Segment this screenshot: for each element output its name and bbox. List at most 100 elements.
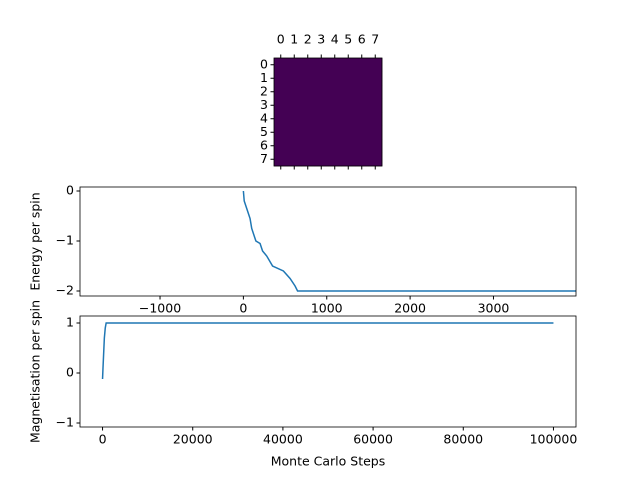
x-tick-label: 80000: [443, 432, 483, 447]
y-tick-label: 6: [260, 137, 268, 152]
heatmap-cell: [287, 85, 302, 99]
heatmap-cell: [287, 71, 302, 86]
y-tick-label: 1: [260, 70, 268, 85]
heatmap-cell: [368, 139, 383, 153]
heatmap-cell: [274, 71, 288, 86]
heatmap-cell: [355, 152, 369, 167]
x-tick-label: 7: [371, 32, 379, 47]
heatmap-cell: [274, 125, 288, 140]
heatmap-cell: [368, 71, 383, 86]
heatmap-cell: [314, 125, 329, 140]
x-tick-label: 40000: [263, 432, 303, 447]
x-tick-label: 60000: [353, 432, 393, 447]
heatmap-cell: [341, 58, 356, 72]
heatmap-cell: [328, 112, 342, 126]
y-tick-label: 7: [260, 151, 268, 166]
y-tick-label: 2: [260, 83, 268, 98]
heatmap-cell: [341, 98, 356, 113]
x-tick-label: 1: [290, 32, 298, 47]
heatmap-cell: [341, 139, 356, 153]
heatmap-cell: [314, 98, 329, 113]
x-tick-label: 6: [358, 32, 366, 47]
heatmap-cell: [355, 85, 369, 99]
heatmap-cell: [355, 112, 369, 126]
y-tick-label: 4: [260, 110, 268, 125]
heatmap-cell: [341, 85, 356, 99]
x-tick-label: −1000: [139, 301, 181, 316]
x-tick-label: 5: [344, 32, 352, 47]
heatmap-cell: [368, 152, 383, 167]
x-tick-label: 0: [239, 301, 247, 316]
line: [101, 322, 554, 380]
heatmap-cell: [328, 85, 342, 99]
heatmap-cell: [368, 112, 383, 126]
heatmap-cell: [314, 58, 329, 72]
heatmap-cell: [301, 71, 315, 86]
axes-frame: [79, 315, 577, 428]
heatmap-cell: [314, 152, 329, 167]
x-tick-label: 4: [331, 32, 339, 47]
y-tick-label: −1: [56, 415, 74, 430]
heatmap-cell: [368, 58, 383, 72]
heatmap-cell: [328, 58, 342, 72]
heatmap-cell: [301, 85, 315, 99]
x-tick-label: 3: [317, 32, 325, 47]
heatmap-cell: [355, 139, 369, 153]
y-tick-label: 1: [66, 315, 74, 330]
x-tick-label: 2: [304, 32, 312, 47]
axes-frame: [79, 186, 577, 297]
heatmap-cell: [341, 125, 356, 140]
heatmap-cell: [274, 58, 288, 72]
heatmap-cell: [301, 98, 315, 113]
y-tick-label: 0: [66, 365, 74, 380]
heatmap-cell: [287, 139, 302, 153]
y-axis-label: Energy per spin: [28, 192, 43, 290]
y-tick-label: 0: [260, 56, 268, 71]
heatmap-cell: [328, 152, 342, 167]
heatmap-cell: [355, 58, 369, 72]
heatmap-cell: [287, 125, 302, 140]
heatmap-cell: [341, 152, 356, 167]
x-tick-label: 20000: [173, 432, 213, 447]
x-tick-label: 2000: [394, 301, 426, 316]
heatmap-cell: [287, 152, 302, 167]
heatmap-cell: [301, 152, 315, 167]
heatmap-cell: [274, 112, 288, 126]
heatmap-cell: [368, 85, 383, 99]
heatmap-cell: [355, 71, 369, 86]
heatmap-cell: [314, 139, 329, 153]
heatmap-cell: [274, 85, 288, 99]
heatmap-cell: [314, 71, 329, 86]
heatmap-cell: [328, 71, 342, 86]
heatmap-cell: [328, 125, 342, 140]
y-tick-label: 3: [260, 97, 268, 112]
heatmap-cell: [314, 112, 329, 126]
y-axis-label: Magnetisation per spin: [28, 300, 43, 443]
heatmap-cell: [301, 112, 315, 126]
heatmap-cell: [274, 98, 288, 113]
heatmap-cell: [355, 98, 369, 113]
heatmap-cell: [287, 112, 302, 126]
x-tick-label: 0: [99, 432, 107, 447]
heatmap-cell: [368, 98, 383, 113]
heatmap-cell: [341, 112, 356, 126]
heatmap-cell: [274, 152, 288, 167]
x-tick-label: 0: [277, 32, 285, 47]
heatmap-cell: [328, 98, 342, 113]
heatmap-cell: [314, 85, 329, 99]
heatmap-cell: [328, 139, 342, 153]
y-tick-label: −1: [56, 233, 74, 248]
heatmap-cell: [301, 125, 315, 140]
x-tick-label: 3000: [478, 301, 510, 316]
heatmap-cell: [274, 139, 288, 153]
y-tick-label: 0: [66, 183, 74, 198]
y-tick-label: −2: [56, 283, 74, 298]
line: [242, 190, 576, 292]
heatmap-cell: [301, 58, 315, 72]
heatmap-cell: [368, 125, 383, 140]
y-tick-label: 5: [260, 124, 268, 139]
axes-frame: [273, 57, 383, 167]
heatmap-cell: [355, 125, 369, 140]
x-tick-label: 100000: [530, 432, 578, 447]
